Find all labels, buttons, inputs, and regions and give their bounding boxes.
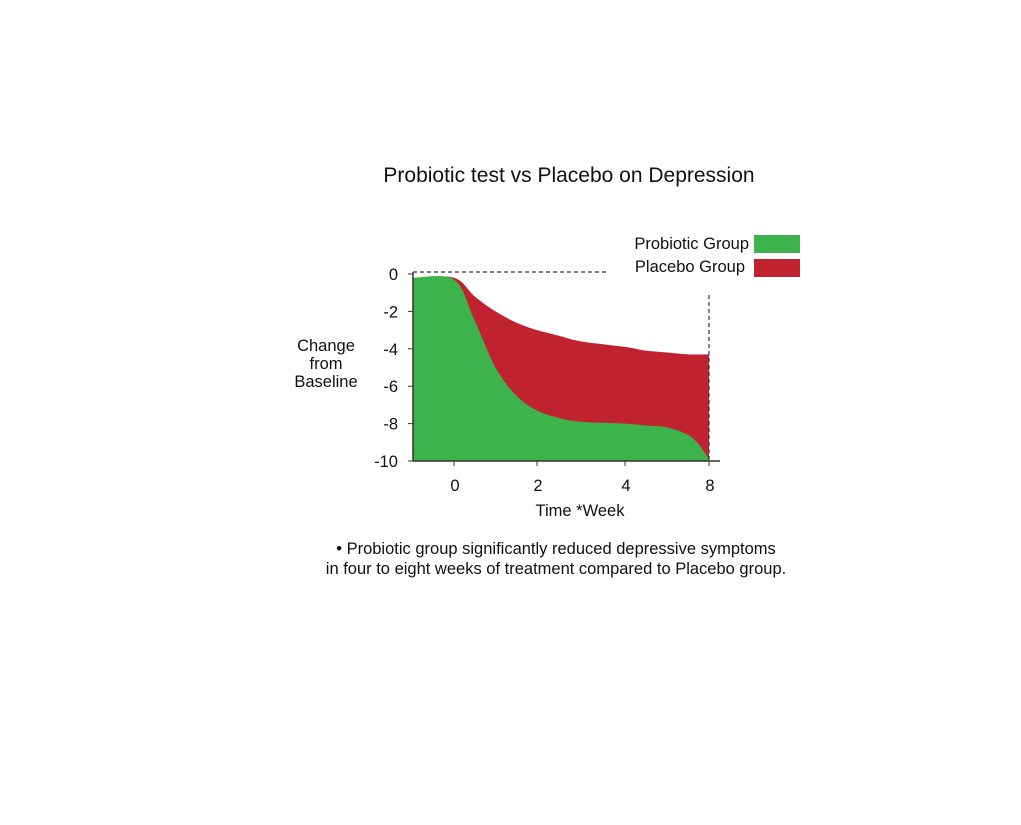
x-tick-label: 0	[450, 477, 459, 495]
y-axis-label-line-3: Baseline	[294, 373, 357, 391]
area-probiotic-group	[413, 275, 709, 461]
y-tick-label: -2	[383, 303, 398, 321]
x-tick-label: 4	[621, 477, 630, 495]
y-tick-label: -10	[374, 453, 398, 471]
x-axis-label: Time *Week	[536, 502, 626, 520]
legend: Probiotic Group Placebo Group	[634, 235, 800, 277]
axes	[412, 271, 720, 462]
legend-label-probiotic: Probiotic Group	[634, 235, 749, 253]
legend-swatch-placebo	[754, 259, 800, 277]
ticks: 0 -2 -4 -6 -8 -10 0 2 4 8	[374, 266, 714, 495]
y-tick-label: -6	[383, 378, 398, 396]
y-axis-label-line-1: Change	[297, 337, 355, 355]
axis-labels: Time *Week Change from Baseline	[294, 337, 625, 520]
y-axis-label-line-2: from	[310, 355, 343, 373]
y-tick-label: -4	[383, 341, 398, 359]
legend-swatch-probiotic	[754, 235, 800, 253]
legend-label-placebo: Placebo Group	[635, 258, 745, 276]
x-tick-label: 2	[533, 477, 542, 495]
chart-title: Probiotic test vs Placebo on Depression	[383, 164, 755, 187]
y-tick-label: 0	[389, 266, 398, 284]
caption-line-1: • Probiotic group significantly reduced …	[336, 540, 776, 558]
x-tick-label: 8	[705, 477, 714, 495]
series-areas	[413, 275, 709, 461]
y-tick-label: -8	[383, 416, 398, 434]
caption-line-2: in four to eight weeks of treatment comp…	[325, 560, 787, 578]
